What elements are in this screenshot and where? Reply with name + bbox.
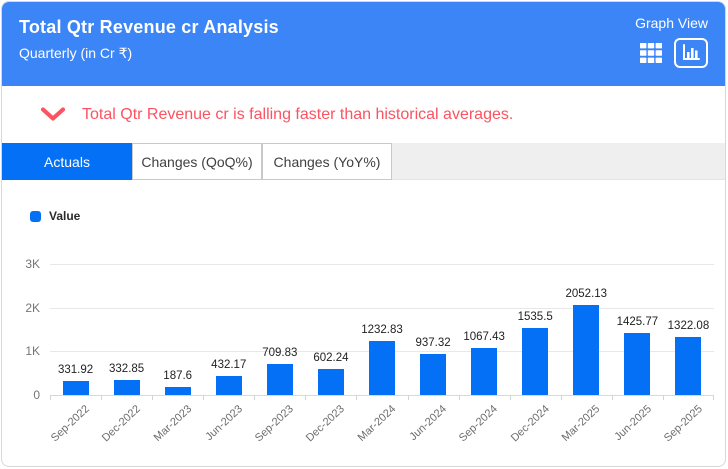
bar-value-label: 1067.43 — [463, 331, 505, 343]
tab-actuals[interactable]: Actuals — [2, 143, 132, 180]
x-axis-label: Dec-2024 — [508, 403, 552, 445]
x-axis-label: Mar-2023 — [151, 403, 194, 444]
bar-value-label: 602.24 — [313, 352, 349, 364]
x-axis-label: Mar-2024 — [355, 403, 399, 444]
bar[interactable] — [369, 341, 395, 395]
bar-value-label: 937.32 — [415, 337, 451, 349]
bar-value-label: 709.83 — [262, 347, 298, 359]
bar[interactable] — [573, 305, 600, 395]
plot-area: 0 1K 2K 3K 331.92 Sep-2022 332.85 Dec-2022 187.6… — [25, 257, 714, 444]
page-subtitle: Quarterly (in Cr ₹) — [19, 45, 133, 61]
x-axis-label: Dec-2022 — [99, 403, 143, 445]
axis-tick — [662, 395, 664, 400]
bar[interactable] — [62, 381, 89, 395]
bar-value-label: 432.17 — [211, 359, 247, 371]
bar-value-label: 1232.83 — [361, 324, 403, 336]
widget-header: Total Qtr Revenue cr Analysis Quarterly … — [2, 2, 725, 86]
bar-value-label: 332.85 — [109, 363, 145, 375]
bar-value-label: 1322.08 — [667, 320, 710, 332]
bar[interactable] — [675, 337, 702, 395]
gridline — [50, 395, 714, 396]
x-axis-label: Jun-2025 — [611, 403, 654, 444]
gridline — [50, 264, 714, 265]
bar-value-label: 331.92 — [57, 364, 94, 376]
x-axis-label: Sep-2025 — [661, 403, 705, 445]
bar-value-label: 1535.5 — [517, 311, 553, 323]
page-title: Total Qtr Revenue cr Analysis — [19, 17, 279, 37]
bar[interactable] — [420, 354, 447, 395]
axis-tick — [152, 395, 154, 400]
y-axis-label: 3K — [25, 257, 40, 271]
legend-swatch — [30, 210, 41, 222]
tab-changes-qoq[interactable]: Changes (QoQ%) — [132, 143, 262, 180]
bar-value-label: 2052.13 — [565, 288, 608, 300]
axis-tick — [101, 395, 103, 400]
bar-value-label: 187.6 — [163, 370, 193, 382]
insight-banner: Total Qtr Revenue cr is falling faster t… — [2, 86, 725, 143]
x-axis-label: Jun-2024 — [407, 403, 450, 444]
axis-tick — [305, 395, 307, 400]
axis-tick — [560, 395, 562, 400]
bar[interactable] — [471, 348, 498, 395]
gridline — [50, 307, 714, 309]
tab-changes-yoy[interactable]: Changes (YoY%) — [262, 143, 392, 180]
axis-tick — [611, 395, 613, 400]
x-axis-label: Mar-2025 — [559, 403, 603, 444]
table-view-icon[interactable] — [640, 43, 662, 63]
tab-bar: Actuals Changes (QoQ%) Changes (YoY%) — [2, 143, 725, 180]
legend-label: Value — [49, 209, 81, 223]
bar-value-label: 1425.77 — [616, 316, 659, 328]
x-axis-label: Dec-2023 — [304, 403, 348, 445]
header-right: Graph View — [635, 2, 708, 86]
axis-tick — [407, 395, 409, 400]
bar[interactable] — [624, 333, 651, 395]
view-mode-label: Graph View — [635, 15, 708, 31]
axis-tick — [356, 395, 358, 400]
header-left: Total Qtr Revenue cr Analysis Quarterly … — [19, 2, 279, 86]
x-axis-label: Sep-2023 — [252, 403, 297, 445]
y-axis-label: 2K — [25, 300, 40, 315]
insight-message: Total Qtr Revenue cr is falling faster t… — [82, 105, 514, 123]
bar[interactable] — [215, 376, 242, 395]
graph-view-icon[interactable] — [674, 38, 708, 68]
axis-tick — [713, 395, 714, 400]
view-toggle-group — [635, 38, 708, 68]
chevron-down-icon[interactable] — [40, 107, 66, 122]
x-axis-label: Jun-2023 — [203, 403, 245, 444]
y-axis-label: 0 — [33, 388, 40, 402]
chart-legend: Value — [30, 209, 80, 223]
bar[interactable] — [522, 328, 549, 395]
bar[interactable] — [317, 369, 344, 395]
axis-tick — [50, 395, 51, 400]
axis-tick — [509, 395, 511, 400]
x-axis-label: Sep-2024 — [457, 403, 501, 445]
bar[interactable] — [164, 387, 191, 395]
axis-tick — [203, 395, 205, 400]
axis-tick — [458, 395, 460, 400]
y-axis-label: 1K — [25, 344, 40, 359]
bar[interactable] — [266, 364, 293, 395]
axis-tick — [254, 395, 256, 400]
x-axis-label: Sep-2022 — [48, 403, 92, 445]
bar[interactable] — [113, 380, 140, 395]
